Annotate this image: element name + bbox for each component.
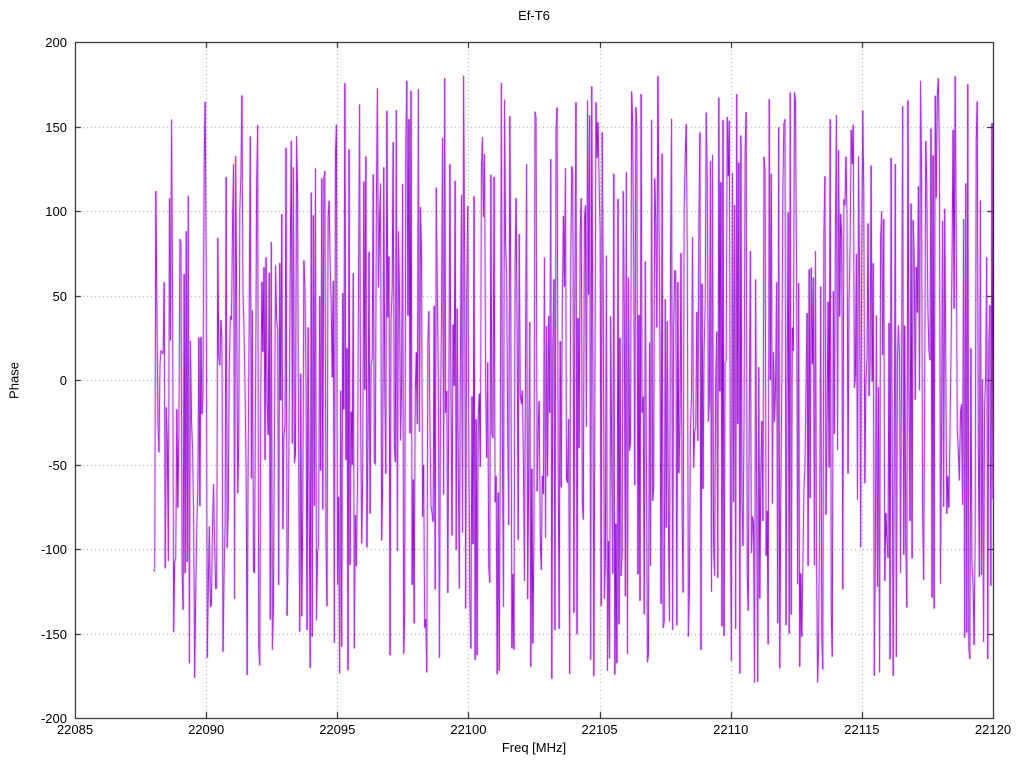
x-tick-label: 22115 <box>844 722 880 737</box>
y-tick-label: 150 <box>45 119 67 135</box>
y-tick-label: -200 <box>40 711 67 726</box>
y-tick-label: 50 <box>52 288 67 304</box>
y-tick-label: -100 <box>40 542 67 557</box>
y-tick-label: 0 <box>59 373 67 388</box>
y-tick-label: -50 <box>48 457 67 473</box>
y-tick-label: -150 <box>40 626 67 642</box>
y-tick-label: 100 <box>45 204 67 219</box>
x-axis-label: Freq [MHz] <box>501 740 567 755</box>
x-tick-label: 22085 <box>56 722 94 737</box>
x-tick-label: 22105 <box>581 722 618 737</box>
x-tick-label: 22090 <box>188 722 225 737</box>
x-tick-label: 22120 <box>974 722 1012 737</box>
y-tick-label: 200 <box>45 35 67 50</box>
x-tick-label: 22095 <box>319 722 356 737</box>
chart-title: Ef-T6 <box>518 8 550 23</box>
x-tick-label: 22110 <box>713 722 749 737</box>
x-tick-label: 22100 <box>450 722 487 737</box>
